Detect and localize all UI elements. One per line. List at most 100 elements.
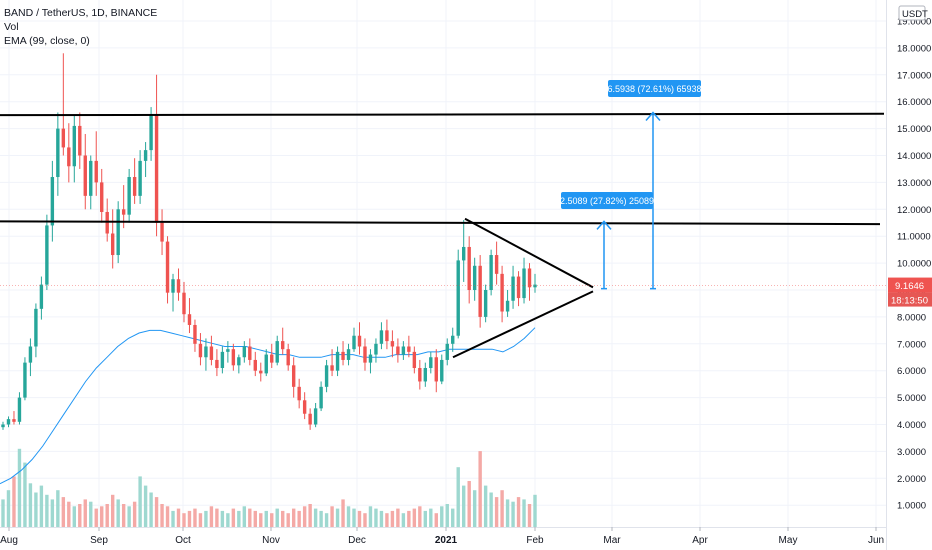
candle-body[interactable]	[83, 155, 87, 196]
candle-body[interactable]	[324, 365, 329, 387]
target-label-2-box[interactable]	[608, 80, 701, 97]
resistance-line-lower[interactable]	[0, 220, 881, 226]
candle-body[interactable]	[335, 351, 340, 371]
candle-body[interactable]	[143, 150, 148, 161]
candle-body[interactable]	[6, 419, 11, 425]
candle-body[interactable]	[472, 265, 477, 290]
candle-body[interactable]	[368, 354, 373, 363]
candle-body[interactable]	[522, 268, 526, 299]
candle-body[interactable]	[17, 397, 22, 422]
candle-body[interactable]	[516, 276, 521, 299]
candle-body[interactable]	[204, 346, 208, 358]
candle-body[interactable]	[379, 330, 384, 344]
candle-body[interactable]	[116, 209, 120, 256]
candle-body[interactable]	[390, 341, 395, 347]
candle-body[interactable]	[28, 346, 33, 363]
candle-body[interactable]	[176, 279, 181, 293]
candle-body[interactable]	[291, 365, 296, 387]
candle-body[interactable]	[313, 408, 318, 425]
candle-body[interactable]	[1, 424, 5, 428]
candle-body[interactable]	[275, 341, 279, 363]
candle-body[interactable]	[385, 330, 389, 342]
candle-body[interactable]	[121, 209, 126, 215]
candle-body[interactable]	[253, 359, 257, 371]
candle-body[interactable]	[50, 177, 55, 226]
triangle-lower-trendline[interactable]	[452, 290, 594, 359]
candle-body[interactable]	[127, 177, 131, 215]
candle-body[interactable]	[494, 255, 499, 274]
drawings[interactable]: 2.5089 (27.82%) 25089 6.5938 (72.61%) 659…	[0, 80, 886, 359]
symbol-title[interactable]: BAND / TetherUS, 1D, BINANCE	[4, 7, 158, 19]
candle-body[interactable]	[357, 335, 362, 347]
candle-body[interactable]	[445, 343, 449, 360]
candle-body[interactable]	[341, 351, 345, 360]
candle-body[interactable]	[418, 368, 422, 382]
price-axis[interactable]: 1.0000 2.0000 3.0000 4.0000 5.0000 6.0000 7.00…	[886, 0, 932, 550]
candle-body[interactable]	[171, 279, 175, 293]
candle-body[interactable]	[56, 128, 60, 178]
candle-body[interactable]	[500, 273, 504, 312]
candle-body[interactable]	[39, 284, 44, 309]
candle-body[interactable]	[193, 324, 197, 344]
candle-body[interactable]	[434, 357, 438, 382]
candle-body[interactable]	[363, 346, 367, 363]
candle-body[interactable]	[478, 265, 482, 317]
candle-body[interactable]	[78, 125, 82, 156]
candle-body[interactable]	[489, 255, 493, 290]
candle-body[interactable]	[149, 115, 153, 151]
candle-body[interactable]	[100, 182, 104, 212]
candle-body[interactable]	[242, 346, 247, 358]
triangle-upper-trendline[interactable]	[464, 217, 594, 289]
candle-body[interactable]	[505, 300, 510, 312]
candle-body[interactable]	[467, 246, 471, 290]
candle-body[interactable]	[154, 115, 159, 223]
candle-body[interactable]	[270, 354, 274, 363]
candle-body[interactable]	[286, 349, 290, 366]
candle-body[interactable]	[456, 260, 460, 336]
candle-body[interactable]	[237, 357, 241, 366]
candle-body[interactable]	[34, 308, 38, 347]
candle-body[interactable]	[352, 335, 356, 350]
volume-study-label[interactable]: Vol	[4, 21, 19, 33]
candle-body[interactable]	[527, 268, 532, 288]
candle-body[interactable]	[160, 222, 164, 242]
candle-body[interactable]	[308, 413, 312, 425]
candle-body[interactable]	[396, 346, 400, 355]
candle-body[interactable]	[105, 211, 109, 234]
candle-body[interactable]	[423, 368, 428, 382]
candle-body[interactable]	[248, 346, 252, 360]
candle-body[interactable]	[429, 357, 433, 369]
candle-body[interactable]	[61, 128, 66, 148]
candle-body[interactable]	[110, 233, 115, 256]
candlesticks[interactable]	[1, 53, 537, 430]
candle-body[interactable]	[451, 335, 455, 344]
candle-body[interactable]	[297, 386, 301, 401]
candle-body[interactable]	[226, 349, 230, 352]
candle-body[interactable]	[346, 349, 351, 360]
candle-body[interactable]	[412, 351, 417, 369]
candle-body[interactable]	[483, 290, 488, 317]
candle-body[interactable]	[319, 386, 323, 409]
candle-body[interactable]	[23, 362, 27, 398]
candle-body[interactable]	[187, 314, 192, 325]
candle-body[interactable]	[165, 241, 170, 293]
candle-body[interactable]	[94, 160, 98, 183]
candle-body[interactable]	[264, 354, 268, 374]
target-label-1-box[interactable]	[561, 192, 653, 209]
candle-body[interactable]	[45, 225, 49, 285]
candle-body[interactable]	[220, 351, 225, 369]
candle-body[interactable]	[12, 419, 16, 422]
candle-body[interactable]	[440, 359, 444, 382]
candle-body[interactable]	[462, 246, 466, 261]
candle-body[interactable]	[72, 125, 76, 167]
candle-body[interactable]	[259, 370, 263, 374]
candle-body[interactable]	[511, 276, 515, 301]
ema-study-label[interactable]: EMA (99, close, 0)	[4, 35, 90, 47]
candle-body[interactable]	[374, 343, 378, 355]
current-price-tag[interactable]	[888, 277, 932, 293]
candle-body[interactable]	[198, 343, 203, 358]
candle-body[interactable]	[67, 147, 71, 167]
candle-body[interactable]	[302, 400, 307, 414]
candle-body[interactable]	[209, 346, 214, 360]
